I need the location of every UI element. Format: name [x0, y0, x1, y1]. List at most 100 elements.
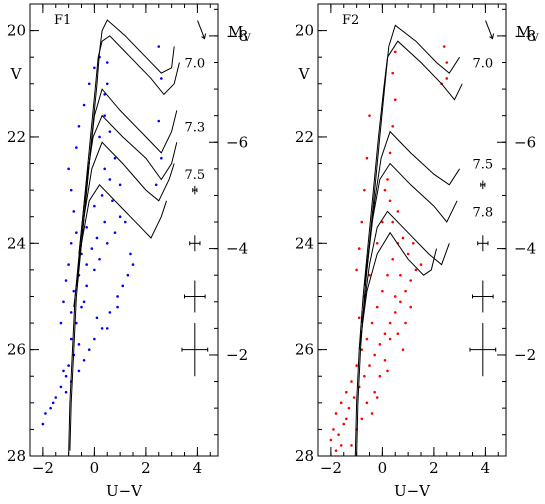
x-tick-label: −2 [32, 459, 54, 477]
data-point [64, 374, 68, 378]
x-axis-label: U−V [394, 482, 431, 499]
data-point [95, 236, 99, 240]
data-point [355, 364, 358, 367]
data-point [103, 114, 106, 117]
data-point [393, 311, 397, 314]
data-point [108, 178, 112, 181]
data-point [108, 311, 112, 314]
data-point [75, 146, 78, 149]
data-point [409, 279, 413, 282]
mv-tick-label: −6 [226, 133, 248, 151]
data-point [404, 321, 407, 325]
data-point [80, 305, 83, 309]
data-point [67, 167, 70, 171]
mv-tick-label: −8 [514, 27, 536, 45]
data-point [337, 433, 340, 437]
data-point [445, 77, 449, 80]
isochrone-7.0b [354, 40, 463, 457]
reddening-arrow-shaft [197, 20, 206, 39]
data-point [77, 369, 81, 373]
data-point [365, 337, 369, 341]
data-point [72, 289, 76, 293]
y-tick-label: 28 [295, 447, 314, 465]
isochrone-7.5a [366, 130, 461, 270]
data-point [401, 348, 405, 351]
isochrone-7.8a [361, 210, 450, 324]
isochrone-7.5b [363, 162, 458, 286]
data-point [352, 396, 356, 399]
y-tick-label: 28 [7, 447, 26, 465]
data-point [105, 241, 109, 245]
y-tick-label: 24 [295, 234, 314, 252]
data-point [118, 215, 122, 219]
data-point [103, 167, 106, 171]
data-point [355, 268, 358, 272]
data-point [105, 327, 109, 330]
data-point [393, 50, 397, 54]
data-point [103, 93, 106, 96]
data-point [383, 332, 387, 335]
data-point [383, 188, 387, 192]
data-point [82, 300, 86, 304]
data-point [75, 231, 78, 234]
data-point [54, 396, 58, 399]
data-point [113, 156, 117, 160]
data-point [77, 125, 81, 128]
data-point [393, 295, 397, 298]
data-point [393, 98, 397, 102]
right-axis-label-sub: V [530, 33, 539, 44]
data-point [409, 305, 413, 309]
data-point [82, 103, 86, 107]
panel-label: F1 [54, 13, 71, 28]
isochrone-7.0a [69, 19, 175, 451]
data-point [386, 178, 389, 181]
data-point [129, 252, 132, 256]
data-point [116, 295, 119, 298]
data-point [386, 273, 389, 277]
data-point [365, 401, 369, 405]
data-point [93, 204, 96, 208]
data-point [77, 343, 81, 346]
data-point [360, 220, 364, 224]
y-tick-label: 20 [7, 22, 26, 40]
data-point [339, 401, 343, 405]
isochrone-7.5b [73, 183, 167, 308]
y-tick-label: 24 [7, 234, 26, 252]
data-point [93, 337, 96, 341]
x-tick-label: 4 [193, 459, 203, 477]
isochrone-7.8b [358, 231, 437, 350]
data-point [386, 369, 389, 373]
data-point [406, 252, 410, 256]
mv-tick-label: −4 [514, 240, 536, 258]
data-point [391, 220, 394, 224]
data-point [388, 199, 392, 203]
data-point [85, 226, 88, 229]
data-point [414, 268, 418, 272]
data-point [396, 332, 400, 335]
data-point [85, 284, 88, 288]
data-point [69, 241, 73, 245]
data-point [62, 300, 65, 304]
data-point [368, 114, 371, 117]
x-tick-label: 2 [429, 459, 439, 477]
data-point [72, 210, 76, 213]
data-point [121, 284, 125, 288]
data-point [375, 305, 379, 309]
isochrone-7.3a [81, 88, 178, 244]
data-point [126, 273, 130, 277]
isochrone-label: 7.5 [184, 168, 205, 183]
data-point [69, 311, 73, 314]
data-point [100, 194, 104, 197]
y-tick-label: 20 [295, 22, 314, 40]
panel-frame-2 [317, 3, 507, 457]
x-tick-label: 0 [378, 459, 388, 477]
data-point [370, 412, 374, 415]
data-point [108, 130, 112, 133]
isochrone-label: 7.5 [472, 158, 493, 173]
data-point [375, 241, 379, 245]
data-point [160, 77, 163, 80]
data-point [75, 321, 78, 325]
data-point [381, 220, 384, 224]
data-point [363, 374, 366, 378]
